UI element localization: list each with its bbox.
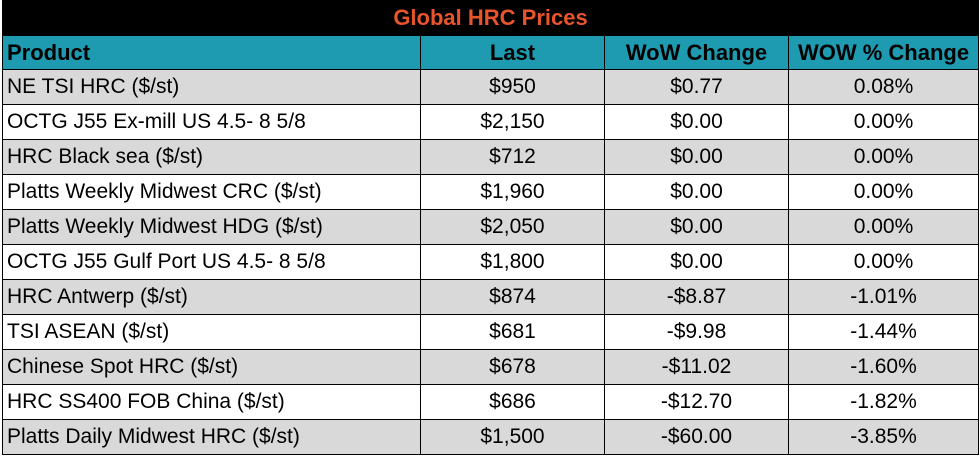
cell-product: HRC Black sea ($/st)	[2, 139, 421, 175]
cell-product: Platts Weekly Midwest CRC ($/st)	[2, 174, 421, 210]
cell-last: $950	[420, 69, 605, 105]
cell-wow-pct-change: -1.82%	[787, 384, 980, 420]
cell-product: HRC Antwerp ($/st)	[2, 279, 421, 315]
table-row: Platts Daily Midwest HRC ($/st) $1,500 -$6…	[2, 419, 980, 455]
header-product: Product	[2, 35, 421, 70]
table-row: TSI ASEAN ($/st) $681 -$9.98 -1.44%	[2, 314, 980, 350]
cell-last: $712	[420, 139, 605, 175]
cell-wow-change: $0.77	[604, 69, 789, 105]
header-wow-change: WoW Change	[604, 35, 789, 70]
table-row: HRC Antwerp ($/st) $874 -$8.87 -1.01%	[2, 279, 980, 315]
table-body: NE TSI HRC ($/st) $950 $0.77 0.08% OCTG J55 …	[2, 69, 980, 455]
cell-last: $686	[420, 384, 605, 420]
cell-last: $2,150	[420, 104, 605, 140]
cell-wow-pct-change: -1.44%	[787, 314, 980, 350]
cell-product: OCTG J55 Ex-mill US 4.5- 8 5/8	[2, 104, 421, 140]
cell-wow-change: -$11.02	[604, 349, 789, 385]
cell-wow-pct-change: 0.00%	[787, 104, 980, 140]
cell-product: Platts Weekly Midwest HDG ($/st)	[2, 209, 421, 245]
cell-product: Platts Daily Midwest HRC ($/st)	[2, 419, 421, 455]
table-row: NE TSI HRC ($/st) $950 $0.77 0.08%	[2, 69, 980, 105]
table-row: HRC Black sea ($/st) $712 $0.00 0.00%	[2, 139, 980, 175]
cell-wow-pct-change: -3.85%	[787, 419, 980, 455]
cell-wow-change: $0.00	[604, 244, 789, 280]
table-title-row: Global HRC Prices	[1, 0, 980, 36]
cell-wow-pct-change: -1.01%	[787, 279, 980, 315]
cell-wow-pct-change: 0.08%	[787, 69, 980, 105]
cell-product: HRC SS400 FOB China ($/st)	[2, 384, 421, 420]
cell-last: $1,800	[420, 244, 605, 280]
cell-wow-pct-change: 0.00%	[787, 209, 980, 245]
cell-wow-pct-change: 0.00%	[787, 139, 980, 175]
header-wow-pct-change: WOW % Change	[787, 35, 980, 70]
cell-wow-pct-change: 0.00%	[787, 244, 980, 280]
table-row: OCTG J55 Gulf Port US 4.5- 8 5/8 $1,800 $0…	[2, 244, 980, 280]
cell-last: $874	[420, 279, 605, 315]
cell-wow-change: $0.00	[604, 174, 789, 210]
table-header-row: Product Last WoW Change WOW % Change	[2, 35, 980, 70]
table-row: HRC SS400 FOB China ($/st) $686 -$12.70 -1.…	[2, 384, 980, 420]
cell-product: Chinese Spot HRC ($/st)	[2, 349, 421, 385]
cell-wow-change: -$12.70	[604, 384, 789, 420]
cell-last: $681	[420, 314, 605, 350]
cell-last: $1,500	[420, 419, 605, 455]
cell-wow-pct-change: -1.60%	[787, 349, 980, 385]
cell-wow-change: $0.00	[604, 209, 789, 245]
table-row: Chinese Spot HRC ($/st) $678 -$11.02 -1.60%	[2, 349, 980, 385]
cell-wow-change: -$8.87	[604, 279, 789, 315]
cell-wow-change: -$60.00	[604, 419, 789, 455]
cell-wow-change: $0.00	[604, 104, 789, 140]
table-title: Global HRC Prices	[1, 0, 980, 36]
cell-last: $678	[420, 349, 605, 385]
cell-last: $2,050	[420, 209, 605, 245]
table-row: OCTG J55 Ex-mill US 4.5- 8 5/8 $2,150 $0.0…	[2, 104, 980, 140]
cell-wow-change: -$9.98	[604, 314, 789, 350]
cell-wow-change: $0.00	[604, 139, 789, 175]
cell-last: $1,960	[420, 174, 605, 210]
cell-product: NE TSI HRC ($/st)	[2, 69, 421, 105]
header-last: Last	[420, 35, 605, 70]
cell-product: TSI ASEAN ($/st)	[2, 314, 421, 350]
cell-product: OCTG J55 Gulf Port US 4.5- 8 5/8	[2, 244, 421, 280]
table-row: Platts Weekly Midwest CRC ($/st) $1,960 $0…	[2, 174, 980, 210]
cell-wow-pct-change: 0.00%	[787, 174, 980, 210]
table-row: Platts Weekly Midwest HDG ($/st) $2,050 $0…	[2, 209, 980, 245]
